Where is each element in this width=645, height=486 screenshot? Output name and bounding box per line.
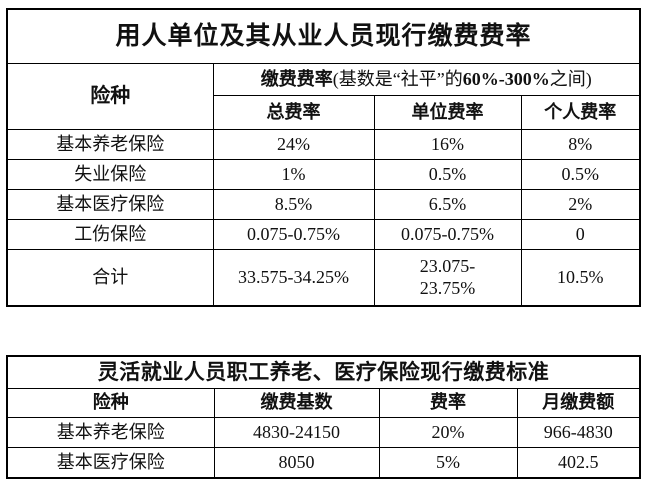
table-row-pension: 基本养老保险 4830-24150 20% 966-4830 [6, 416, 641, 448]
rate-value: 20% [378, 416, 518, 448]
rate-note-title: 缴费费率 [260, 68, 333, 89]
employer-rate-value: 23.075- 23.75% [373, 248, 522, 307]
employer-table-title: 用人单位及其从业人员现行缴费费率 [6, 8, 641, 64]
risk-type-header: 险种 [6, 387, 215, 418]
personal-rate-value: 2% [520, 188, 641, 220]
row-label: 基本医疗保险 [6, 446, 215, 479]
personal-rate-header: 个人费率 [520, 94, 641, 130]
personal-rate-value: 8% [520, 128, 641, 160]
flexible-employment-table: 灵活就业人员职工养老、医疗保险现行缴费标准 险种 缴费基数 费率 月缴费额 基本… [6, 355, 641, 479]
table-row-medical: 基本医疗保险 8050 5% 402.5 [6, 446, 641, 479]
monthly-amount-header: 月缴费额 [516, 387, 641, 418]
flexible-table-title: 灵活就业人员职工养老、医疗保险现行缴费标准 [6, 355, 641, 389]
payment-base-value: 8050 [213, 446, 380, 479]
row-label: 基本医疗保险 [6, 188, 214, 220]
rate-value: 5% [378, 446, 518, 479]
total-rate-value: 1% [212, 158, 375, 190]
rate-header: 费率 [378, 387, 518, 418]
rate-note-header: 缴费费率(基数是“社平”的60%-300%之间) [212, 62, 641, 96]
monthly-amount-value: 966-4830 [516, 416, 641, 448]
row-label: 基本养老保险 [6, 416, 215, 448]
total-rate-value: 24% [212, 128, 375, 160]
employer-rate-header: 单位费率 [373, 94, 522, 130]
employer-rates-table: 用人单位及其从业人员现行缴费费率 险种 缴费费率(基数是“社平”的60%-300… [6, 8, 642, 307]
row-label: 工伤保险 [6, 218, 214, 250]
personal-rate-value: 0 [520, 218, 641, 250]
table-row-total: 合计 33.575-34.25% 23.075- 23.75% 10.5% [6, 248, 641, 307]
employer-rate-value: 16% [373, 128, 522, 160]
employer-rate-value: 6.5% [373, 188, 522, 220]
total-rate-header: 总费率 [212, 94, 375, 130]
personal-rate-value: 10.5% [520, 248, 641, 307]
employer-rate-value: 0.5% [373, 158, 522, 190]
total-rate-value: 33.575-34.25% [212, 248, 375, 307]
table-title-row: 灵活就业人员职工养老、医疗保险现行缴费标准 [6, 355, 641, 389]
personal-rate-value: 0.5% [520, 158, 641, 190]
header-row: 险种 缴费基数 费率 月缴费额 [6, 387, 641, 418]
table-row-unemployment: 失业保险 1% 0.5% 0.5% [6, 158, 641, 190]
header-row-sub: 总费率 单位费率 个人费率 [7, 94, 641, 130]
row-label: 失业保险 [6, 158, 214, 190]
table-row-medical: 基本医疗保险 8.5% 6.5% 2% [6, 188, 641, 220]
employer-rate-value: 0.075-0.75% [373, 218, 522, 250]
rate-note-range: 60%-300% [462, 68, 550, 89]
rate-note-suffix: 之间) [549, 68, 592, 89]
total-rate-value: 0.075-0.75% [212, 218, 375, 250]
row-label: 基本养老保险 [6, 128, 214, 160]
total-rate-value: 8.5% [212, 188, 375, 220]
row-label: 合计 [6, 248, 214, 307]
rate-note-base-text: (基数是“社平”的 [332, 68, 463, 89]
payment-base-header: 缴费基数 [213, 387, 380, 418]
monthly-amount-value: 402.5 [516, 446, 641, 479]
table-row-pension: 基本养老保险 24% 16% 8% [6, 128, 641, 160]
risk-type-header: 险种 [6, 62, 214, 130]
table-row-work-injury: 工伤保险 0.075-0.75% 0.075-0.75% 0 [6, 218, 641, 250]
payment-base-value: 4830-24150 [213, 416, 380, 448]
table-title-row: 用人单位及其从业人员现行缴费费率 [6, 8, 641, 64]
header-row-rate-note: 险种 缴费费率(基数是“社平”的60%-300%之间) [6, 62, 641, 130]
